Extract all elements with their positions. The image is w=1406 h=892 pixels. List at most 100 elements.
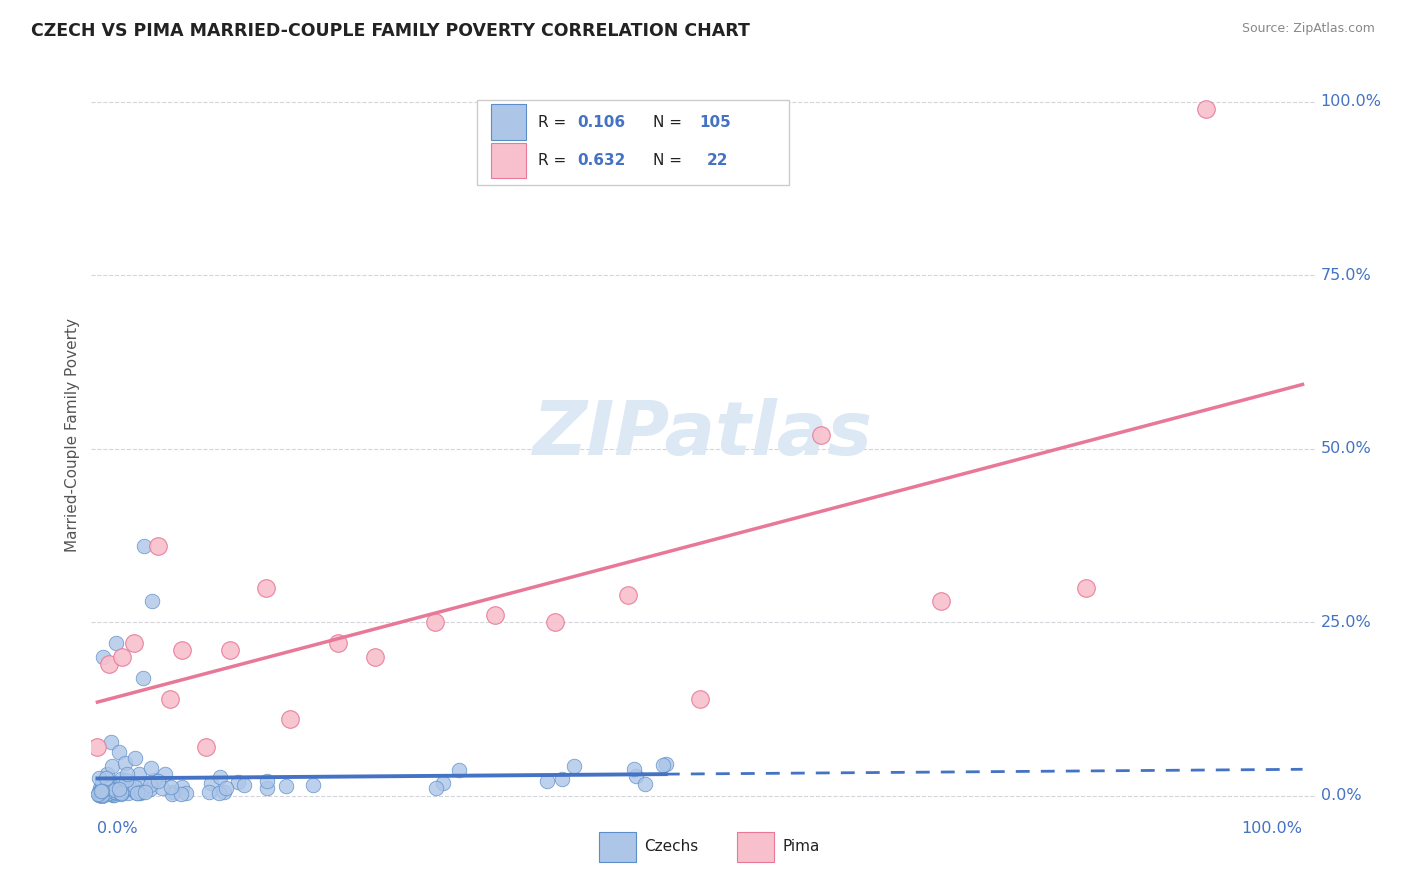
- Point: [208, 770, 231, 784]
- Point: [226, 775, 249, 789]
- Text: Pima: Pima: [783, 839, 820, 855]
- Point: [449, 763, 471, 777]
- Text: Czechs: Czechs: [644, 839, 699, 855]
- Point: [256, 773, 278, 788]
- Point: [363, 650, 385, 665]
- Point: [104, 785, 127, 799]
- Point: [90, 789, 112, 803]
- Point: [159, 691, 181, 706]
- Point: [87, 788, 110, 802]
- Point: [141, 761, 163, 775]
- FancyBboxPatch shape: [477, 100, 789, 185]
- Point: [162, 788, 184, 802]
- Point: [89, 780, 111, 795]
- Point: [110, 787, 132, 801]
- Point: [124, 783, 146, 797]
- Point: [97, 781, 120, 796]
- Point: [1074, 581, 1097, 595]
- Point: [655, 757, 678, 772]
- Point: [200, 776, 222, 790]
- Point: [170, 780, 193, 795]
- Point: [652, 758, 675, 772]
- Text: R =: R =: [538, 114, 571, 129]
- Point: [110, 784, 132, 798]
- Point: [155, 767, 177, 781]
- Text: 0.632: 0.632: [576, 153, 626, 168]
- Point: [124, 780, 146, 795]
- Point: [104, 783, 127, 797]
- Point: [96, 767, 118, 781]
- Point: [141, 594, 163, 608]
- Bar: [737, 832, 773, 862]
- Text: 100.0%: 100.0%: [1241, 822, 1302, 836]
- Point: [423, 615, 446, 630]
- Point: [138, 778, 160, 792]
- Point: [96, 787, 118, 801]
- Text: 105: 105: [699, 114, 731, 129]
- Point: [425, 780, 447, 795]
- Point: [112, 783, 135, 797]
- Point: [150, 781, 173, 796]
- Point: [101, 788, 124, 802]
- Point: [232, 777, 254, 791]
- Point: [484, 608, 506, 623]
- Point: [87, 787, 110, 801]
- Text: N =: N =: [652, 114, 686, 129]
- Point: [96, 786, 118, 800]
- Point: [174, 787, 197, 801]
- Point: [124, 751, 146, 765]
- Point: [146, 773, 169, 788]
- Point: [208, 786, 231, 800]
- Point: [98, 786, 121, 800]
- Point: [536, 774, 558, 789]
- Point: [87, 771, 110, 785]
- Point: [278, 713, 301, 727]
- Point: [110, 650, 132, 665]
- Point: [110, 772, 132, 786]
- Point: [89, 786, 111, 800]
- Point: [198, 784, 221, 798]
- Point: [91, 775, 114, 789]
- Point: [100, 787, 122, 801]
- Point: [91, 789, 114, 803]
- Point: [115, 767, 138, 781]
- Point: [142, 773, 165, 788]
- Point: [138, 782, 160, 797]
- Point: [89, 785, 111, 799]
- Point: [256, 780, 278, 795]
- Point: [125, 786, 148, 800]
- Point: [97, 780, 120, 794]
- Point: [96, 784, 118, 798]
- Point: [122, 636, 145, 650]
- Point: [328, 636, 350, 650]
- Text: 22: 22: [707, 153, 728, 168]
- Point: [125, 786, 148, 800]
- Point: [129, 785, 152, 799]
- Point: [215, 780, 238, 795]
- Text: ZIPatlas: ZIPatlas: [533, 399, 873, 471]
- Point: [128, 767, 150, 781]
- Bar: [599, 832, 636, 862]
- Point: [128, 786, 150, 800]
- Text: 0.0%: 0.0%: [1320, 789, 1361, 804]
- Point: [160, 780, 183, 795]
- Text: 50.0%: 50.0%: [1320, 442, 1371, 456]
- Text: R =: R =: [538, 153, 571, 168]
- Point: [624, 768, 647, 782]
- Point: [98, 657, 121, 671]
- Point: [89, 788, 111, 802]
- Point: [134, 539, 156, 553]
- Point: [115, 773, 138, 788]
- Point: [107, 785, 129, 799]
- Point: [146, 539, 169, 553]
- Point: [551, 772, 574, 786]
- Point: [101, 759, 124, 773]
- Point: [562, 759, 585, 773]
- Text: CZECH VS PIMA MARRIED-COUPLE FAMILY POVERTY CORRELATION CHART: CZECH VS PIMA MARRIED-COUPLE FAMILY POVE…: [31, 22, 749, 40]
- Point: [104, 783, 127, 797]
- Point: [104, 786, 127, 800]
- Point: [170, 643, 193, 657]
- Point: [103, 789, 125, 803]
- Point: [104, 636, 127, 650]
- Point: [91, 650, 114, 665]
